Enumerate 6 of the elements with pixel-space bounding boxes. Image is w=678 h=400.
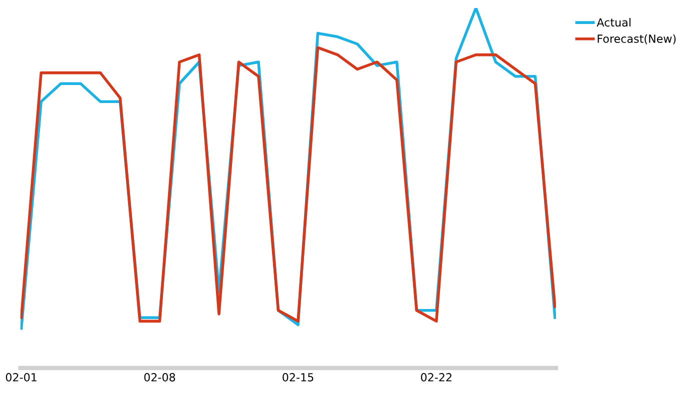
x-tick-label: 02-08: [144, 373, 176, 382]
x-tick-label: 02-01: [6, 373, 36, 382]
x-tick-label: 02-22: [420, 373, 452, 382]
legend-label: Forecast(New): [598, 34, 676, 44]
x-tick-label: 02-15: [282, 373, 314, 382]
legend-label: Actual: [596, 18, 630, 27]
